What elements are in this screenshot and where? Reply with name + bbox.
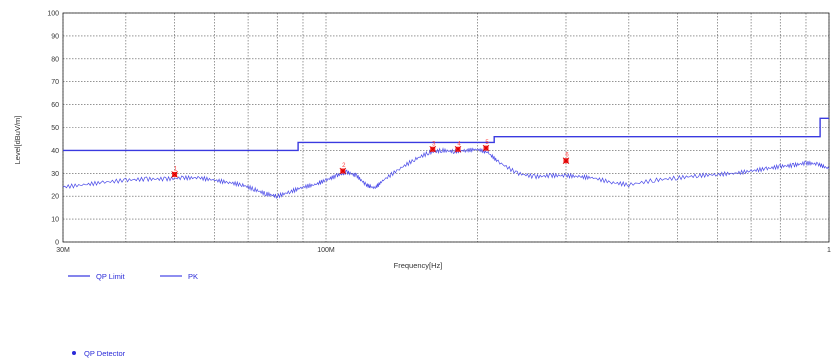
y-tick-label: 60 xyxy=(51,102,59,109)
y-tick-label: 20 xyxy=(51,194,59,201)
y-axis-title: Level[dBuV/m] xyxy=(13,116,22,165)
marker-layer: 1 2 3 4 5 6 xyxy=(171,140,570,178)
qp-marker-cross-b xyxy=(454,145,462,153)
qp-marker-label: 2 xyxy=(342,163,346,169)
y-tick-label: 0 xyxy=(55,240,59,247)
series-layer xyxy=(62,117,830,199)
qp-marker-cross-b xyxy=(482,144,490,152)
y-tick-label: 70 xyxy=(51,79,59,86)
qp-marker-cross-b xyxy=(171,171,178,178)
plot-frame xyxy=(62,12,830,243)
y-tick-label: 30 xyxy=(51,171,59,178)
qp-marker-label: 6 xyxy=(565,153,569,159)
y-tick-label: 50 xyxy=(51,125,59,132)
legend-label-pk: PK xyxy=(188,272,198,281)
x-tick-label: 1 xyxy=(827,247,831,254)
y-tick-label: 90 xyxy=(51,33,59,40)
x-axis-title: Frequency[Hz] xyxy=(394,261,443,270)
qp-marker-cross-b xyxy=(339,167,347,175)
x-tick-label: 100M xyxy=(317,247,335,254)
grid-layer xyxy=(62,12,830,243)
y-tick-label: 100 xyxy=(47,11,59,18)
y-tick-label: 10 xyxy=(51,217,59,224)
y-tick-label: 80 xyxy=(51,56,59,63)
qp-marker-cross-b xyxy=(429,145,437,153)
qp-marker-cross-b xyxy=(562,157,570,164)
qp-marker-6: 6 xyxy=(562,153,570,164)
series-qp-limit xyxy=(63,117,829,152)
qp-marker-2: 2 xyxy=(339,163,347,175)
qp-marker-3: 3 xyxy=(429,141,437,153)
legend-label-qp-limit: QP Limit xyxy=(96,272,126,281)
qp-marker-5: 5 xyxy=(482,140,490,152)
tick-layer: 0 10 20 30 40 50 60 70 80 90 100 30M 100M 1 xyxy=(47,11,831,255)
qp-marker-1: 1 xyxy=(171,166,178,178)
qp-marker-label: 3 xyxy=(432,141,436,147)
legend-swatch-qp-detector xyxy=(72,351,76,355)
qp-marker-label: 1 xyxy=(174,166,178,172)
y-tick-label: 40 xyxy=(51,148,59,155)
frame-layer xyxy=(62,12,830,243)
legend-label-qp-detector: QP Detector xyxy=(84,349,126,358)
x-tick-label: 30M xyxy=(56,247,70,254)
qp-marker-label: 4 xyxy=(457,141,461,147)
qp-marker-4: 4 xyxy=(454,141,462,153)
qp-marker-label: 5 xyxy=(485,140,489,146)
series-pk xyxy=(62,147,830,199)
legend: QP Limit PK QP Detector xyxy=(68,272,198,358)
